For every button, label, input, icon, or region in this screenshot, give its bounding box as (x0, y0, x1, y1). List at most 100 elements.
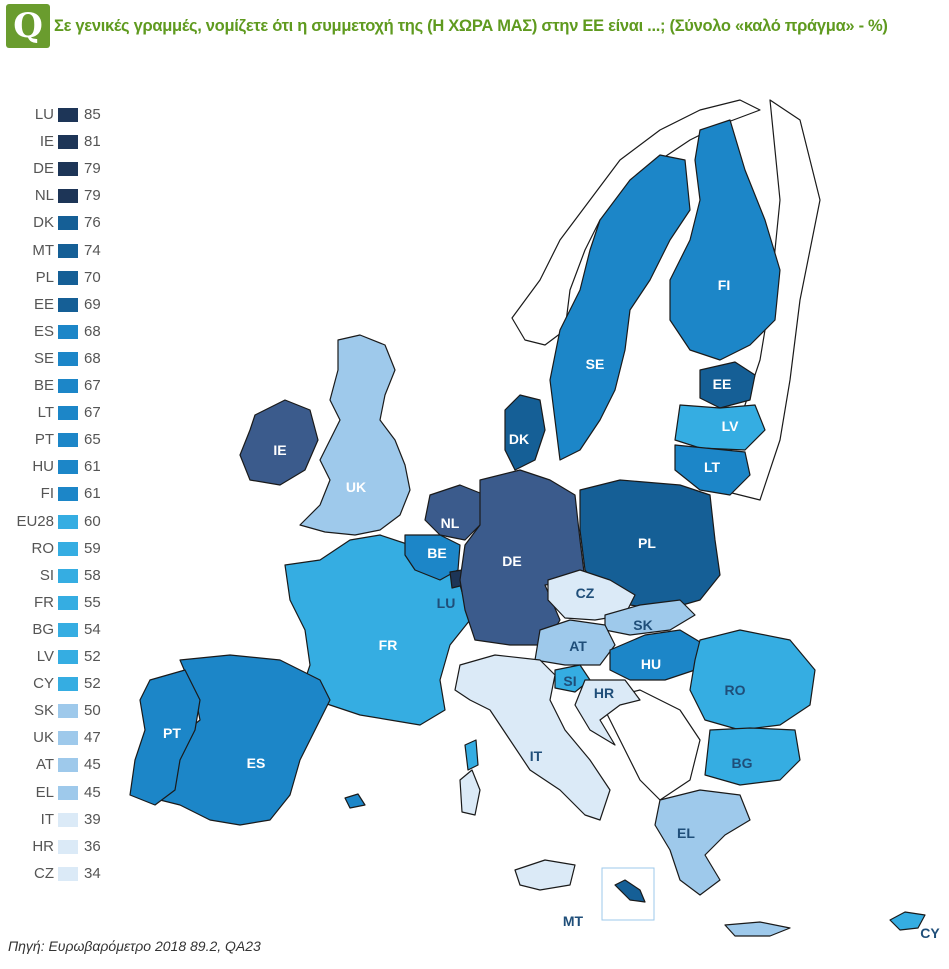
label-ro: RO (725, 682, 746, 698)
legend-value: 60 (84, 512, 101, 530)
legend-swatch (58, 162, 78, 177)
label-fr: FR (379, 637, 398, 653)
legend-row: RO 59 (10, 540, 120, 558)
legend-row: HU 61 (10, 458, 120, 476)
non-eu-balkans (599, 689, 701, 801)
legend-code: DE (33, 160, 54, 178)
header: Q Σε γενικές γραμμές, νομίζετε ότι η συμ… (6, 4, 888, 48)
label-pl: PL (638, 535, 656, 551)
legend-row: LU 85 (10, 106, 120, 124)
legend-code: IE (39, 133, 54, 151)
legend-swatch (58, 406, 78, 421)
legend-value: 52 (84, 648, 101, 665)
corsica (464, 739, 479, 771)
legend-row: DE 79 (10, 160, 120, 178)
legend-code: HR (32, 837, 54, 855)
legend-swatch (58, 812, 78, 827)
legend-swatch (58, 189, 78, 204)
legend-swatch (58, 677, 78, 692)
legend-code: BG (32, 620, 54, 638)
legend-value: 59 (84, 539, 101, 557)
legend-value: 50 (84, 702, 101, 720)
legend-swatch (58, 595, 78, 610)
country-ro (689, 629, 816, 731)
country-it-sicily (514, 859, 576, 891)
country-sk (604, 599, 696, 636)
legend-code: LT (37, 404, 54, 422)
question-badge: Q (6, 4, 50, 48)
legend-swatch (58, 758, 78, 773)
legend-code: CY (33, 675, 54, 693)
legend-value: 85 (84, 106, 101, 123)
legend-swatch (58, 866, 78, 881)
legend-swatch (58, 487, 78, 502)
legend-swatch (58, 135, 78, 150)
malta-inset-box (601, 867, 655, 921)
label-it: IT (530, 748, 543, 764)
legend-swatch (58, 650, 78, 664)
legend-code: PT (34, 431, 54, 449)
legend-row: CY 52 (10, 675, 120, 693)
legend-code: EE (33, 295, 54, 313)
label-lu: LU (437, 595, 456, 611)
legend-value: 74 (84, 241, 101, 259)
label-sk: SK (633, 617, 652, 633)
legend-code: BE (33, 377, 54, 394)
legend-value: 58 (84, 566, 101, 584)
legend-code: DK (33, 214, 54, 232)
label-cy: CY (920, 925, 940, 941)
legend-swatch (58, 568, 78, 583)
legend-row: SE 68 (10, 350, 120, 368)
legend-value: 55 (84, 593, 101, 611)
country-uk (299, 334, 411, 536)
legend-row: PL 70 (10, 269, 120, 287)
legend-code: EU28 (16, 512, 54, 530)
legend-row: IT 39 (10, 811, 120, 829)
label-pt: PT (163, 725, 181, 741)
legend-value: 70 (84, 268, 101, 286)
legend-code: FI (40, 485, 54, 503)
legend-value: 81 (84, 133, 101, 151)
legend-value: 39 (84, 810, 101, 828)
legend-code: ES (33, 322, 54, 340)
label-mt: MT (563, 913, 584, 929)
label-nl: NL (441, 515, 460, 531)
label-si: SI (563, 673, 576, 689)
legend-row: SI 58 (10, 567, 120, 585)
legend-swatch (58, 731, 78, 746)
legend-code: LU (34, 106, 54, 123)
legend-code: SK (33, 702, 54, 720)
legend-row: MT 74 (10, 242, 120, 260)
label-ee: EE (713, 376, 732, 392)
legend-row: NL 79 (10, 187, 120, 205)
legend-swatch (58, 839, 78, 854)
country-bg (704, 727, 801, 786)
legend-value: 79 (84, 187, 101, 205)
legend-row: EE 69 (10, 296, 120, 314)
legend-row: SK 50 (10, 702, 120, 720)
legend-row: EU28 60 (10, 513, 120, 531)
legend-code: AT (35, 756, 54, 774)
legend-row: LV 52 (10, 648, 120, 666)
source-note: Πηγή: Ευρωβαρόμετρο 2018 89.2, QA23 (8, 938, 261, 954)
legend-swatch (58, 622, 78, 637)
legend-row: ES 68 (10, 323, 120, 341)
label-es: ES (247, 755, 266, 771)
country-fr (284, 534, 471, 726)
legend-code: HU (32, 458, 54, 476)
legend-row: HR 36 (10, 838, 120, 856)
country-pt (129, 669, 201, 806)
country-cy (889, 911, 926, 931)
label-be: BE (427, 545, 446, 561)
legend-swatch (58, 514, 78, 529)
label-dk: DK (509, 431, 529, 447)
label-se: SE (586, 356, 605, 372)
label-ie: IE (273, 442, 286, 458)
legend-swatch (58, 785, 78, 800)
country-it (454, 654, 611, 821)
legend-row: EL 45 (10, 784, 120, 802)
label-hu: HU (641, 656, 661, 672)
legend-row: LT 67 (10, 404, 120, 422)
legend-value: 67 (84, 404, 101, 422)
